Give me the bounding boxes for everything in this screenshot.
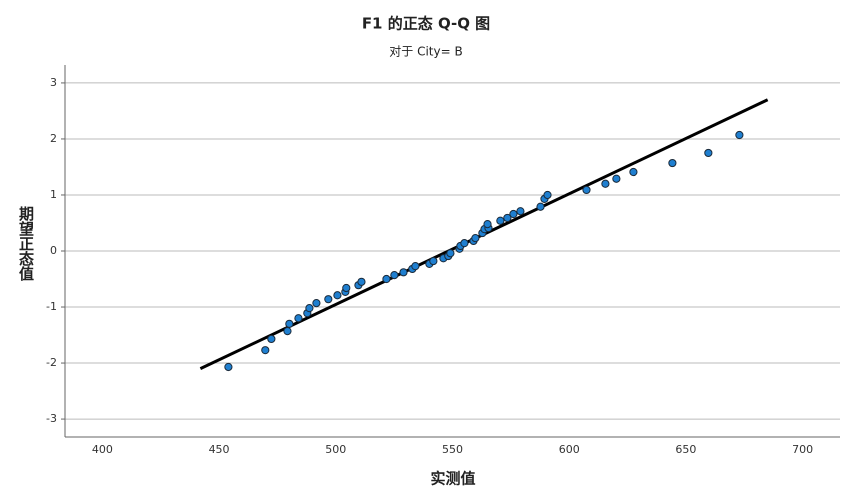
x-tick-label: 550 [442, 443, 463, 456]
point [357, 277, 366, 286]
point [285, 319, 294, 328]
point [312, 299, 321, 308]
y-tick-label: 0 [50, 244, 57, 257]
point [399, 268, 408, 277]
point [429, 256, 438, 266]
point [503, 213, 512, 223]
x-tick-label: 450 [209, 443, 230, 456]
x-tick-label: 500 [325, 443, 346, 456]
point [582, 185, 591, 195]
x-tick-label: 650 [675, 443, 696, 456]
point [305, 304, 314, 313]
point [224, 362, 233, 372]
point [294, 314, 303, 323]
point [516, 207, 525, 216]
point [342, 283, 351, 293]
point [382, 274, 391, 284]
point [509, 209, 518, 219]
chart-subtitle: 对于 City= B [389, 45, 462, 59]
x-tick-label: 700 [792, 443, 813, 456]
point [612, 174, 621, 183]
point [460, 239, 469, 248]
point [333, 291, 342, 300]
y-tick-label: -2 [46, 356, 57, 369]
point [536, 202, 545, 211]
y-tick-label: 1 [50, 188, 57, 201]
y-axis-label: 期望正态值 [17, 206, 35, 281]
point [483, 220, 492, 229]
point [267, 334, 276, 344]
y-tick-label: 2 [50, 132, 57, 145]
y-tick-label: -1 [46, 300, 57, 313]
chart-title: F1 的正态 Q-Q 图 [362, 15, 490, 33]
point [261, 346, 270, 355]
point [324, 295, 333, 304]
point [446, 249, 455, 258]
y-tick-label: 3 [50, 76, 57, 89]
x-axis-label: 实测值 [430, 470, 475, 488]
y-tick-label: -3 [46, 412, 57, 425]
point [411, 262, 420, 271]
point [704, 148, 713, 158]
point [471, 234, 480, 243]
point [390, 270, 399, 280]
point [496, 216, 505, 225]
x-tick-label: 600 [559, 443, 580, 456]
point [283, 327, 292, 336]
point [601, 179, 610, 188]
point [735, 130, 744, 140]
x-tick-label: 400 [92, 443, 113, 456]
point [543, 190, 552, 200]
point [629, 167, 638, 177]
point [668, 158, 677, 168]
